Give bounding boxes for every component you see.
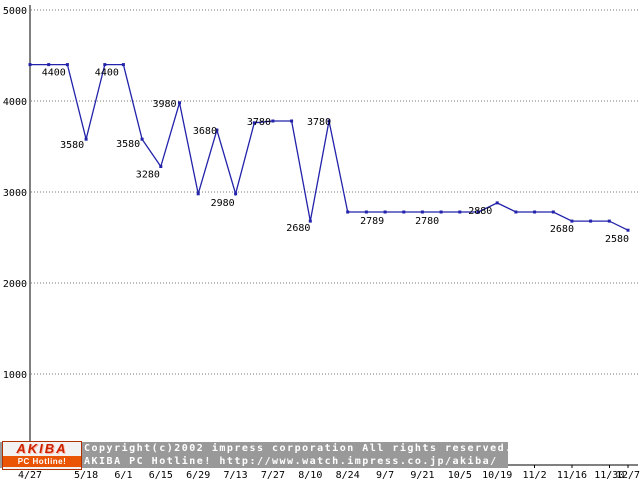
point-value-label: 3780 [247, 117, 271, 128]
y-tick-label: 1000 [3, 370, 27, 381]
y-tick-label: 3000 [3, 188, 27, 199]
data-point [308, 219, 312, 223]
point-value-label: 2980 [211, 198, 235, 209]
data-point [327, 119, 331, 123]
data-point [495, 201, 499, 205]
y-tick-label: 2000 [3, 279, 27, 290]
data-point [551, 210, 555, 214]
data-point [420, 210, 424, 214]
data-point [589, 219, 593, 223]
data-point [346, 210, 350, 214]
x-tick-label: 8/24 [336, 470, 360, 480]
x-tick-label: 8/10 [298, 470, 322, 480]
x-tick-label: 7/13 [224, 470, 248, 480]
data-point [65, 63, 69, 67]
data-point [47, 63, 51, 67]
data-point [290, 119, 294, 123]
axes [29, 5, 638, 466]
data-point [84, 137, 88, 141]
site-url-text: AKIBA PC Hotline! http://www.watch.impre… [84, 456, 498, 467]
data-point [533, 210, 537, 214]
data-point [477, 210, 480, 214]
x-tick-label: 6/15 [149, 470, 173, 480]
data-point [121, 63, 125, 67]
x-tick-label: 11/30 [594, 470, 624, 480]
data-point [159, 165, 163, 168]
point-value-label: 3780 [307, 117, 331, 128]
data-point [178, 101, 181, 105]
point-value-label: 2580 [605, 234, 629, 245]
x-tick-label: 6/1 [114, 470, 132, 480]
x-tick-label: 11/2 [523, 470, 547, 480]
data-point [514, 210, 518, 214]
data-point [626, 228, 630, 232]
x-tick-label: 12/7 [616, 470, 640, 480]
point-value-label: 2680 [286, 223, 310, 234]
data-point [252, 121, 256, 125]
point-value-label: 2780 [415, 216, 439, 227]
data-point [140, 137, 144, 141]
data-point [570, 219, 574, 223]
copyright-text: Copyright(c)2002 impress corporation All… [84, 443, 513, 454]
point-value-label: 3580 [116, 139, 140, 150]
point-value-label: 2789 [360, 216, 384, 227]
data-point [364, 210, 368, 214]
copyright-band: Copyright(c)2002 impress corporation All… [0, 442, 513, 468]
point-value-label: 4400 [95, 68, 119, 79]
data-point [383, 210, 387, 214]
y-tick-label: 5000 [3, 6, 27, 17]
data-point [234, 192, 238, 196]
data-point [271, 119, 275, 123]
data-point [215, 128, 219, 132]
point-value-label: 4400 [42, 68, 66, 79]
data-point [28, 63, 32, 67]
x-tick-label: 9/7 [376, 470, 394, 480]
x-tick-label: 4/27 [18, 470, 42, 480]
y-tick-label: 4000 [3, 97, 27, 108]
x-tick-label: 9/21 [410, 470, 434, 480]
x-tick-label: 6/29 [186, 470, 210, 480]
x-tick-label: 7/27 [261, 470, 285, 480]
point-value-label: 2680 [550, 224, 574, 235]
x-tick-label: 10/5 [448, 470, 472, 480]
data-point [196, 192, 200, 196]
x-tick-label: 10/19 [482, 470, 512, 480]
point-value-label: 2880 [468, 206, 492, 217]
point-value-label: 3280 [136, 170, 160, 181]
data-point [103, 63, 107, 67]
akiba-logo-title: AKIBA [16, 441, 68, 456]
data-point [458, 210, 462, 214]
akiba-logo-subtitle: PC Hotline! [3, 456, 81, 467]
data-point [439, 210, 443, 214]
data-point [607, 219, 611, 223]
akiba-pc-hotline-logo: AKIBA PC Hotline! [2, 441, 82, 470]
data-point [402, 210, 406, 214]
point-value-label: 3580 [60, 140, 84, 151]
x-tick-label: 5/18 [74, 470, 98, 480]
x-tick-label: 11/16 [557, 470, 587, 480]
point-value-label: 3980 [153, 99, 177, 110]
point-value-label: 3680 [193, 126, 217, 137]
